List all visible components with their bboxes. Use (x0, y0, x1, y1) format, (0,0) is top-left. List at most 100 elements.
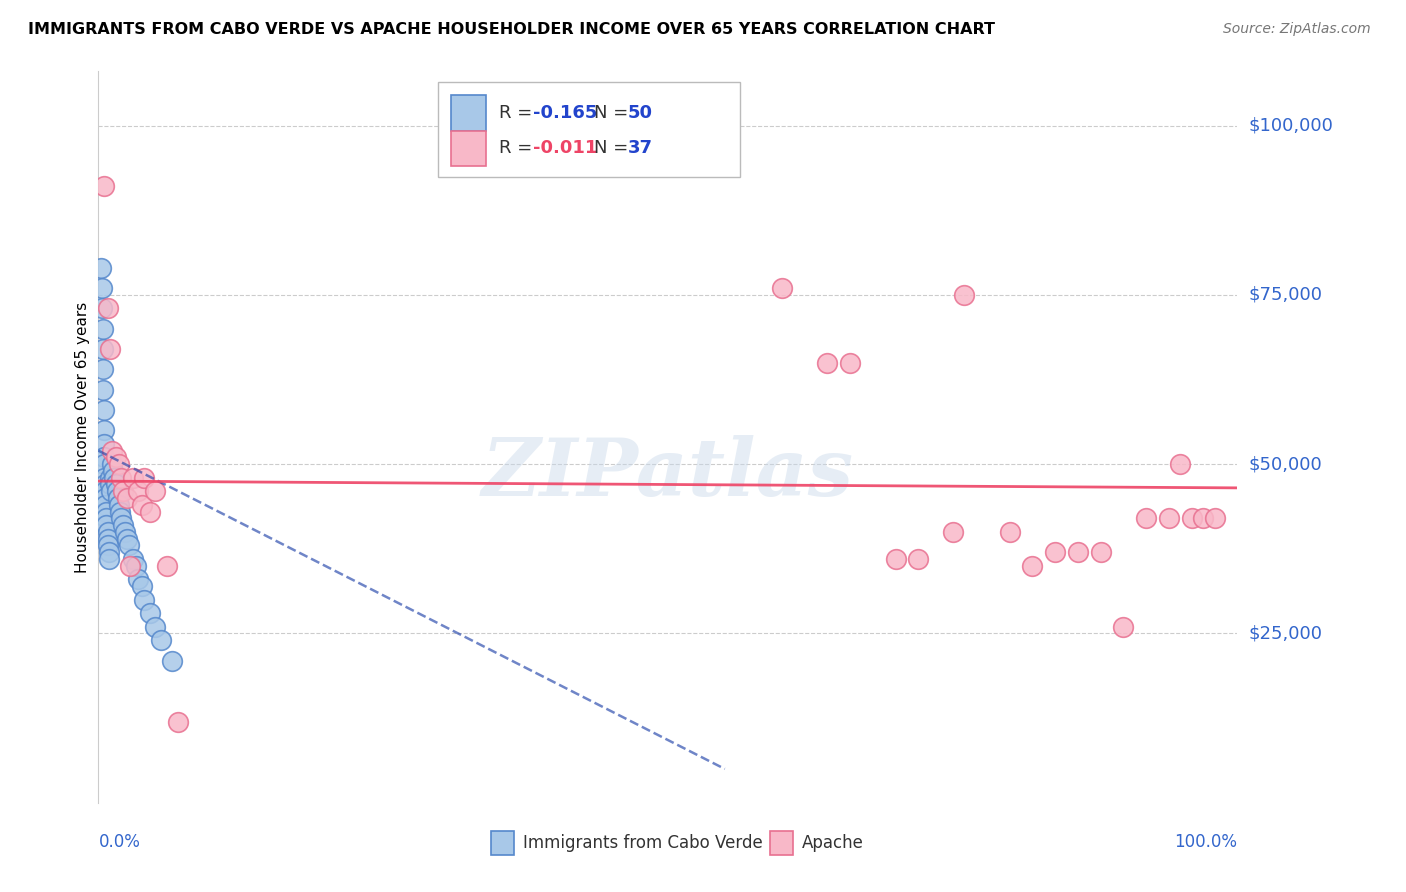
Point (1181, 511, 1204, 525)
Point (115, 532, 138, 546)
FancyBboxPatch shape (437, 82, 740, 178)
Point (1112, 620, 1135, 634)
Text: $75,000: $75,000 (1249, 285, 1323, 304)
Point (96, 301, 118, 316)
Point (138, 505, 160, 519)
Point (156, 558, 179, 573)
Point (110, 471, 132, 485)
Text: 37: 37 (628, 139, 652, 157)
Point (1135, 511, 1157, 525)
Point (108, 498, 131, 512)
Point (1090, 545, 1112, 559)
Point (96, 511, 118, 525)
Point (98, 477, 121, 491)
Text: -0.011: -0.011 (533, 139, 598, 157)
Text: -0.165: -0.165 (533, 104, 598, 122)
Point (112, 484, 135, 499)
Point (998, 524, 1021, 539)
Point (1192, 511, 1215, 525)
Point (90, 281, 112, 295)
Point (884, 552, 907, 566)
Point (132, 471, 155, 485)
Point (1170, 457, 1192, 471)
Point (94, 484, 117, 499)
Point (1204, 511, 1226, 525)
Point (91, 322, 114, 336)
Text: Apache: Apache (803, 834, 865, 852)
Point (150, 633, 173, 648)
Point (1043, 545, 1066, 559)
Point (98, 471, 121, 485)
Point (94, 491, 117, 505)
Point (96, 532, 118, 546)
Text: 100.0%: 100.0% (1174, 833, 1237, 851)
Point (104, 477, 127, 491)
Point (93, 471, 115, 485)
FancyBboxPatch shape (451, 95, 485, 130)
Point (103, 471, 125, 485)
Text: Source: ZipAtlas.com: Source: ZipAtlas.com (1223, 22, 1371, 37)
Text: 50: 50 (628, 104, 652, 122)
Y-axis label: Householder Income Over 65 years: Householder Income Over 65 years (75, 301, 90, 573)
Point (90, 260, 112, 275)
Text: R =: R = (499, 104, 538, 122)
Point (90, 301, 112, 316)
Point (942, 524, 965, 539)
Point (108, 457, 131, 471)
Point (1157, 511, 1180, 525)
Point (907, 552, 929, 566)
Point (138, 606, 160, 620)
Text: $25,000: $25,000 (1249, 624, 1323, 642)
Point (107, 491, 129, 505)
Point (145, 620, 167, 634)
Point (108, 505, 131, 519)
Point (96, 505, 118, 519)
Point (125, 558, 148, 573)
Point (120, 558, 142, 573)
Point (114, 524, 136, 539)
Point (953, 288, 976, 302)
Text: $100,000: $100,000 (1249, 117, 1333, 135)
Point (96, 518, 118, 533)
Point (1067, 545, 1090, 559)
Point (98, 342, 121, 356)
Point (96, 538, 118, 552)
Point (93, 450, 115, 465)
Point (101, 457, 124, 471)
Point (97, 545, 120, 559)
Point (93, 179, 115, 194)
Point (127, 572, 149, 586)
Text: N =: N = (593, 104, 634, 122)
Point (91, 362, 114, 376)
Point (91, 383, 114, 397)
Point (132, 592, 155, 607)
Point (839, 355, 862, 369)
Text: R =: R = (499, 139, 538, 157)
Point (815, 355, 838, 369)
Point (93, 423, 115, 437)
FancyBboxPatch shape (491, 831, 515, 855)
Point (100, 484, 122, 499)
Point (101, 443, 124, 458)
Point (145, 484, 167, 499)
Point (110, 511, 132, 525)
Text: N =: N = (593, 139, 634, 157)
Point (91, 342, 114, 356)
Point (103, 464, 125, 478)
Point (112, 518, 135, 533)
Point (93, 457, 115, 471)
Point (115, 491, 138, 505)
Point (118, 538, 141, 552)
FancyBboxPatch shape (770, 831, 793, 855)
Point (94, 498, 117, 512)
Point (127, 484, 149, 499)
Point (93, 437, 115, 451)
Text: $50,000: $50,000 (1249, 455, 1322, 473)
Point (104, 450, 127, 465)
Text: Immigrants from Cabo Verde: Immigrants from Cabo Verde (523, 834, 763, 852)
Text: IMMIGRANTS FROM CABO VERDE VS APACHE HOUSEHOLDER INCOME OVER 65 YEARS CORRELATIO: IMMIGRANTS FROM CABO VERDE VS APACHE HOU… (28, 22, 995, 37)
Point (167, 714, 190, 729)
Text: ZIPatlas: ZIPatlas (482, 435, 853, 512)
Point (131, 579, 153, 593)
Point (162, 654, 184, 668)
